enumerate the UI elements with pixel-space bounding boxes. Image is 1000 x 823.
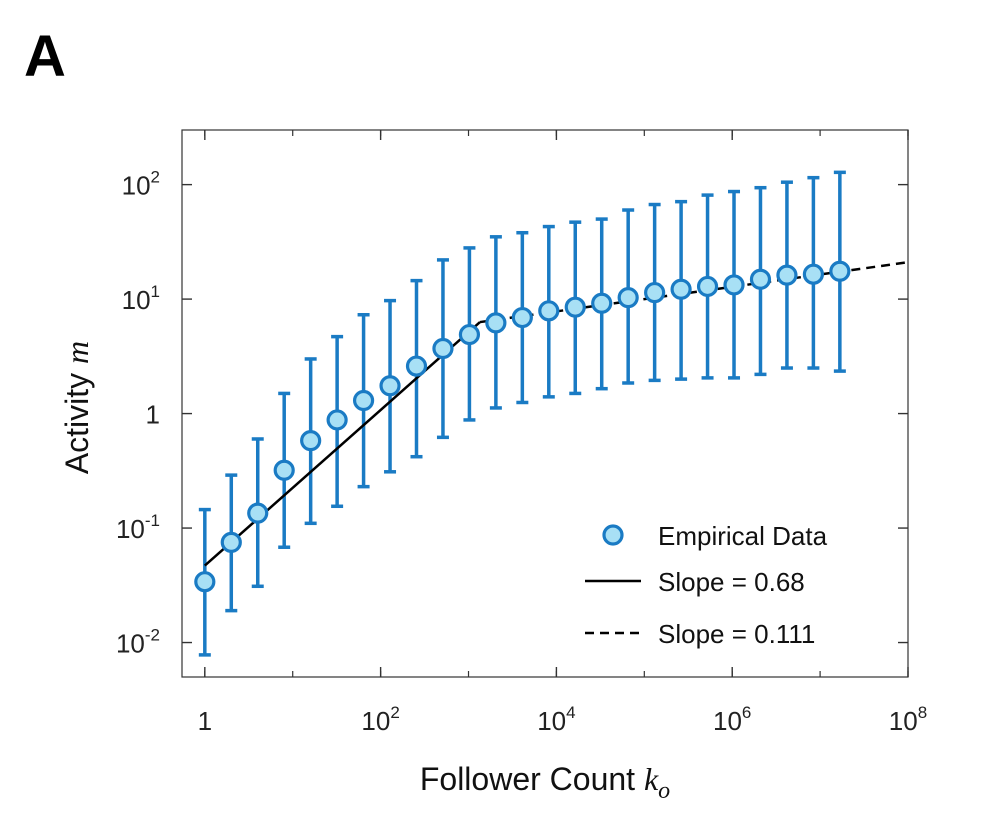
data-point — [617, 287, 639, 309]
legend: Empirical Data Slope = 0.68 Slope = 0.111 — [585, 521, 828, 649]
y-tick-label: 10-1 — [116, 511, 160, 544]
legend-label: Slope = 0.111 — [658, 619, 815, 649]
data-point — [273, 459, 295, 481]
plot-frame — [181, 129, 909, 678]
y-tick-label-base: 10 — [122, 285, 151, 315]
x-axis-title: Follower Count ko — [420, 761, 670, 804]
x-tick-label-exp: 6 — [742, 703, 751, 722]
y-tick-label: 1 — [146, 400, 160, 430]
x-tick-label-exp: 8 — [918, 703, 927, 722]
y-tick-label-exp: 2 — [151, 168, 160, 187]
x-tick-label: 1 — [198, 706, 212, 736]
data-point — [220, 531, 242, 553]
fit-line-solid — [203, 321, 481, 567]
data-point — [723, 274, 745, 296]
data-point — [591, 292, 613, 314]
y-tick-label-base: 10 — [116, 629, 145, 659]
data-point — [670, 278, 692, 300]
legend-label: Slope = 0.68 — [658, 567, 805, 597]
x-tick-label-base: 10 — [889, 706, 918, 736]
data-point — [776, 264, 798, 286]
x-axis-title-text: Follower Count — [420, 761, 644, 797]
x-tick-label-base: 10 — [713, 706, 742, 736]
x-tick-label-base: 10 — [537, 706, 566, 736]
data-point — [564, 296, 586, 318]
data-point — [194, 571, 216, 593]
x-tick-label: 102 — [361, 703, 399, 736]
x-tick-label: 108 — [889, 703, 927, 736]
legend-label: Empirical Data — [658, 521, 828, 551]
data-point — [511, 306, 533, 329]
x-axis-title-var: k — [644, 761, 659, 797]
data-point — [538, 300, 560, 322]
data-point — [247, 502, 269, 524]
data-point — [696, 275, 719, 298]
y-axis-title-var: m — [59, 341, 95, 364]
y-tick-label: 10-2 — [116, 626, 160, 659]
x-tick-label-exp: 4 — [566, 703, 575, 722]
y-tick-label-exp: -1 — [145, 511, 160, 530]
y-tick-label-base: 10 — [116, 514, 145, 544]
y-tick-label: 102 — [122, 168, 160, 201]
panel-label: A — [24, 24, 66, 89]
legend-marker-empirical — [602, 524, 624, 546]
x-axis-title-sub: o — [658, 778, 670, 804]
data-point — [802, 263, 824, 285]
data-point — [300, 430, 322, 452]
x-tick-label: 104 — [537, 703, 575, 736]
data-point — [432, 337, 454, 360]
data-point — [352, 389, 375, 412]
y-tick-label-exp: -2 — [145, 626, 160, 645]
y-tick-label-exp: 1 — [151, 282, 160, 301]
y-tick-label: 101 — [122, 282, 160, 315]
data-point — [458, 323, 481, 346]
data-point — [326, 409, 348, 431]
data-point — [379, 375, 401, 397]
data-point — [749, 268, 772, 290]
data-point — [485, 312, 507, 334]
y-tick-label-base: 1 — [146, 400, 160, 430]
data-point — [829, 260, 851, 282]
y-axis-title: Activity m — [59, 341, 95, 474]
y-tick-label-base: 10 — [122, 171, 151, 201]
data-point — [405, 355, 428, 377]
data-point — [644, 281, 666, 304]
x-tick-label-exp: 2 — [390, 703, 399, 722]
x-tick-label-base: 10 — [361, 706, 390, 736]
plot-area — [194, 170, 909, 657]
x-tick-label: 106 — [713, 703, 751, 736]
y-axis-title-text: Activity — [59, 364, 95, 474]
x-tick-label-base: 1 — [198, 706, 212, 736]
